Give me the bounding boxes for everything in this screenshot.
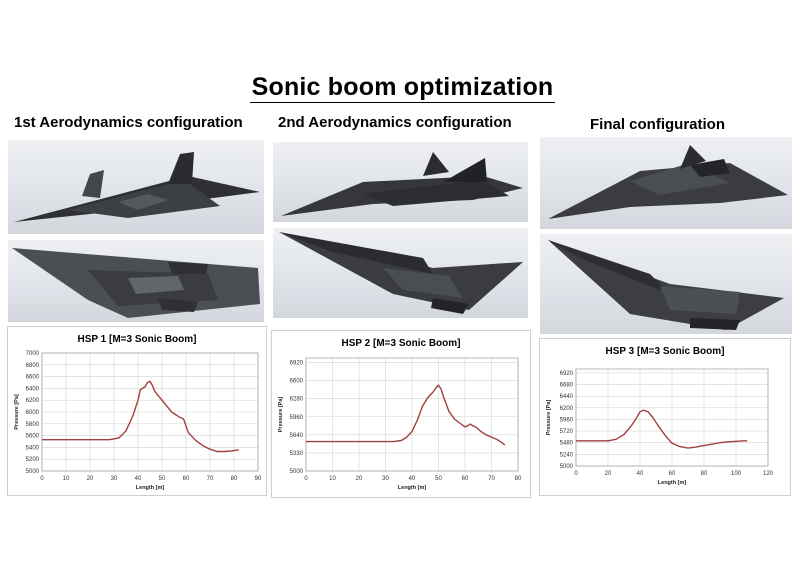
x-tick-label: 70: [488, 476, 495, 482]
chart-panel-1: HSP 1 [M=3 Sonic Boom] 5000 5200 5400 5600 58…: [7, 326, 267, 496]
x-axis-label: Length [m]: [136, 485, 165, 491]
series-line: [576, 409, 748, 449]
y-tick-label: 6680: [560, 383, 574, 389]
y-tick-label: 5000: [26, 469, 40, 475]
plot-frame: [41, 352, 259, 472]
plot-frame: [575, 368, 769, 467]
x-tick-label: 80: [701, 471, 708, 477]
y-tick-label: 5000: [290, 469, 304, 475]
aircraft-2-top-illustration: [279, 232, 523, 314]
y-axis-label: Pressure [Pa]: [278, 397, 284, 433]
x-tick-label: 40: [637, 471, 644, 477]
y-tick-label: 5200: [26, 457, 40, 463]
x-tick-label: 20: [356, 476, 363, 482]
x-tick-label: 50: [435, 476, 442, 482]
aircraft-1-side-illustration: [14, 152, 260, 222]
chart-hsp3: HSP 3 [M=3 Sonic Boom] 5000 5240 5480 5720 59…: [546, 346, 774, 486]
x-tick-label: 0: [304, 476, 308, 482]
aircraft-render-3-top: [540, 234, 792, 334]
title-underline: [250, 102, 555, 103]
x-tick-label: 70: [207, 476, 214, 482]
y-axis-label: Pressure [Pa]: [14, 394, 20, 430]
column-heading-1: 1st Aerodynamics configuration: [14, 114, 243, 131]
x-tick-label: 120: [763, 471, 774, 477]
chart-panel-3: HSP 3 [M=3 Sonic Boom] 5000 5240 5480 5720 59…: [539, 338, 791, 496]
aircraft-3-top-illustration: [548, 240, 784, 330]
y-tick-label: 6920: [290, 361, 304, 367]
y-tick-label: 6440: [560, 394, 574, 400]
y-tick-label: 5330: [290, 451, 304, 457]
y-tick-label: 5800: [26, 422, 40, 428]
x-axis-label: Length [m]: [658, 480, 687, 486]
chart-hsp1: HSP 1 [M=3 Sonic Boom] 5000 5200 5400 5600 58…: [14, 334, 262, 491]
x-tick-label: 0: [40, 476, 44, 482]
aircraft-1-top-illustration: [12, 248, 260, 318]
aircraft-render-1-top: [8, 240, 264, 322]
y-tick-label: 5640: [290, 433, 304, 439]
y-tick-label: 7000: [26, 351, 40, 357]
x-tick-label: 20: [87, 476, 94, 482]
y-tick-label: 5480: [560, 441, 574, 447]
x-tick-label: 40: [135, 476, 142, 482]
y-axis-label: Pressure [Pa]: [546, 400, 552, 436]
x-tick-label: 80: [231, 476, 238, 482]
y-tick-label: 6920: [560, 371, 574, 377]
y-tick-label: 6200: [26, 398, 40, 404]
page-title: Sonic boom optimization: [251, 73, 554, 101]
x-tick-label: 20: [605, 471, 612, 477]
column-heading-3: Final configuration: [590, 116, 725, 133]
y-tick-label: 6200: [560, 406, 574, 412]
x-tick-label: 60: [462, 476, 469, 482]
chart-hsp2: HSP 2 [M=3 Sonic Boom] 5000 5330 5640 5960 62…: [278, 338, 522, 491]
x-tick-label: 100: [731, 471, 742, 477]
plot-frame: [305, 357, 519, 472]
y-tick-label: 5000: [560, 464, 574, 470]
y-tick-label: 6600: [290, 379, 304, 385]
chart-title: HSP 1 [M=3 Sonic Boom]: [77, 334, 196, 345]
x-tick-label: 80: [515, 476, 522, 482]
y-tick-label: 5240: [560, 452, 574, 458]
x-tick-label: 50: [159, 476, 166, 482]
y-tick-label: 5400: [26, 445, 40, 451]
x-tick-label: 0: [574, 471, 578, 477]
y-tick-label: 5960: [290, 415, 304, 421]
y-tick-label: 6280: [290, 397, 304, 403]
series-line: [306, 384, 506, 446]
y-tick-label: 6400: [26, 386, 40, 392]
y-tick-label: 5960: [560, 417, 574, 423]
x-tick-label: 10: [63, 476, 70, 482]
x-tick-label: 30: [382, 476, 389, 482]
aircraft-render-1-side: [8, 140, 264, 234]
x-tick-label: 60: [669, 471, 676, 477]
y-tick-label: 6600: [26, 375, 40, 381]
y-tick-label: 6800: [26, 363, 40, 369]
x-axis-label: Length [m]: [398, 485, 427, 491]
aircraft-render-2-side: [273, 142, 528, 222]
series-line: [42, 380, 239, 453]
aircraft-render-2-top: [273, 228, 528, 318]
aircraft-2-side-illustration: [281, 152, 523, 216]
aircraft-3-side-illustration: [548, 145, 788, 219]
x-tick-label: 30: [111, 476, 118, 482]
chart-title: HSP 2 [M=3 Sonic Boom]: [341, 338, 460, 349]
x-tick-label: 10: [329, 476, 336, 482]
x-tick-label: 40: [409, 476, 416, 482]
column-heading-2: 2nd Aerodynamics configuration: [278, 114, 512, 131]
y-tick-label: 6000: [26, 410, 40, 416]
chart-panel-2: HSP 2 [M=3 Sonic Boom] 5000 5330 5640 5960 62…: [271, 330, 531, 498]
aircraft-render-3-side: [540, 137, 792, 229]
x-tick-label: 60: [183, 476, 190, 482]
x-tick-label: 90: [255, 476, 262, 482]
chart-title: HSP 3 [M=3 Sonic Boom]: [605, 346, 724, 357]
y-tick-label: 5720: [560, 429, 574, 435]
y-tick-label: 5600: [26, 434, 40, 440]
